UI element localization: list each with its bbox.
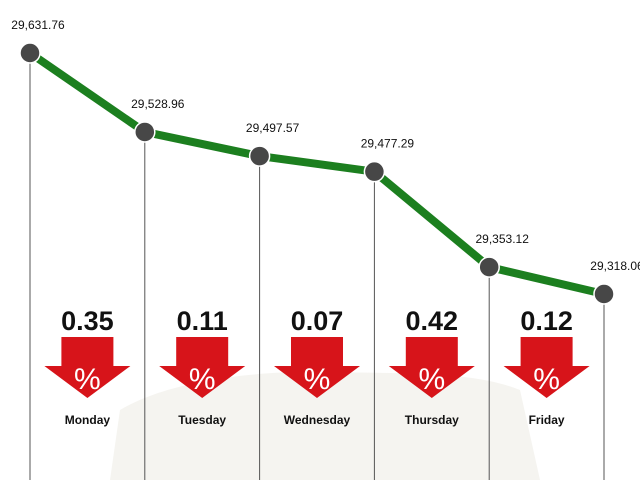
down-arrow — [44, 337, 131, 398]
drop-lines — [29, 53, 605, 480]
daily-changes: 0.35% Monday 0.11% Tuesday 0.07% Wednesday 0.4… — [44, 306, 590, 427]
down-arrow — [274, 337, 360, 398]
down-arrow — [159, 337, 246, 398]
change-value: 0.42 — [406, 306, 459, 336]
value-label: 29,318.06 — [590, 259, 640, 273]
down-arrow — [503, 337, 590, 398]
background-map — [110, 371, 540, 480]
value-label: 29,497.57 — [246, 121, 300, 135]
percent-symbol: % — [74, 363, 101, 396]
marker — [134, 121, 156, 143]
down-arrow — [388, 337, 475, 398]
day-label: Wednesday — [284, 413, 351, 427]
marker — [593, 283, 615, 305]
day-label: Monday — [65, 413, 111, 427]
change-value: 0.12 — [520, 306, 573, 336]
day-label: Friday — [529, 413, 565, 427]
series: 29,631.76 29,528.96 29,497.57 29,477.29 29,3… — [11, 18, 640, 305]
value-label: 29,631.76 — [11, 18, 65, 32]
change-value: 0.07 — [291, 306, 344, 336]
percent-symbol: % — [189, 363, 216, 396]
marker — [248, 145, 271, 167]
percent-symbol: % — [418, 363, 445, 396]
change-value: 0.35 — [61, 306, 114, 336]
marker — [363, 160, 386, 183]
value-label: 29,353.12 — [476, 232, 530, 246]
percent-symbol: % — [304, 363, 331, 396]
marker — [478, 256, 500, 278]
day-label: Thursday — [405, 413, 459, 427]
line — [27, 49, 605, 298]
day-label: Tuesday — [178, 413, 226, 427]
change-value: 0.11 — [177, 306, 228, 336]
percent-symbol: % — [533, 363, 560, 396]
marker — [19, 42, 41, 64]
value-label: 29,477.29 — [361, 137, 415, 151]
value-label: 29,528.96 — [131, 97, 185, 111]
